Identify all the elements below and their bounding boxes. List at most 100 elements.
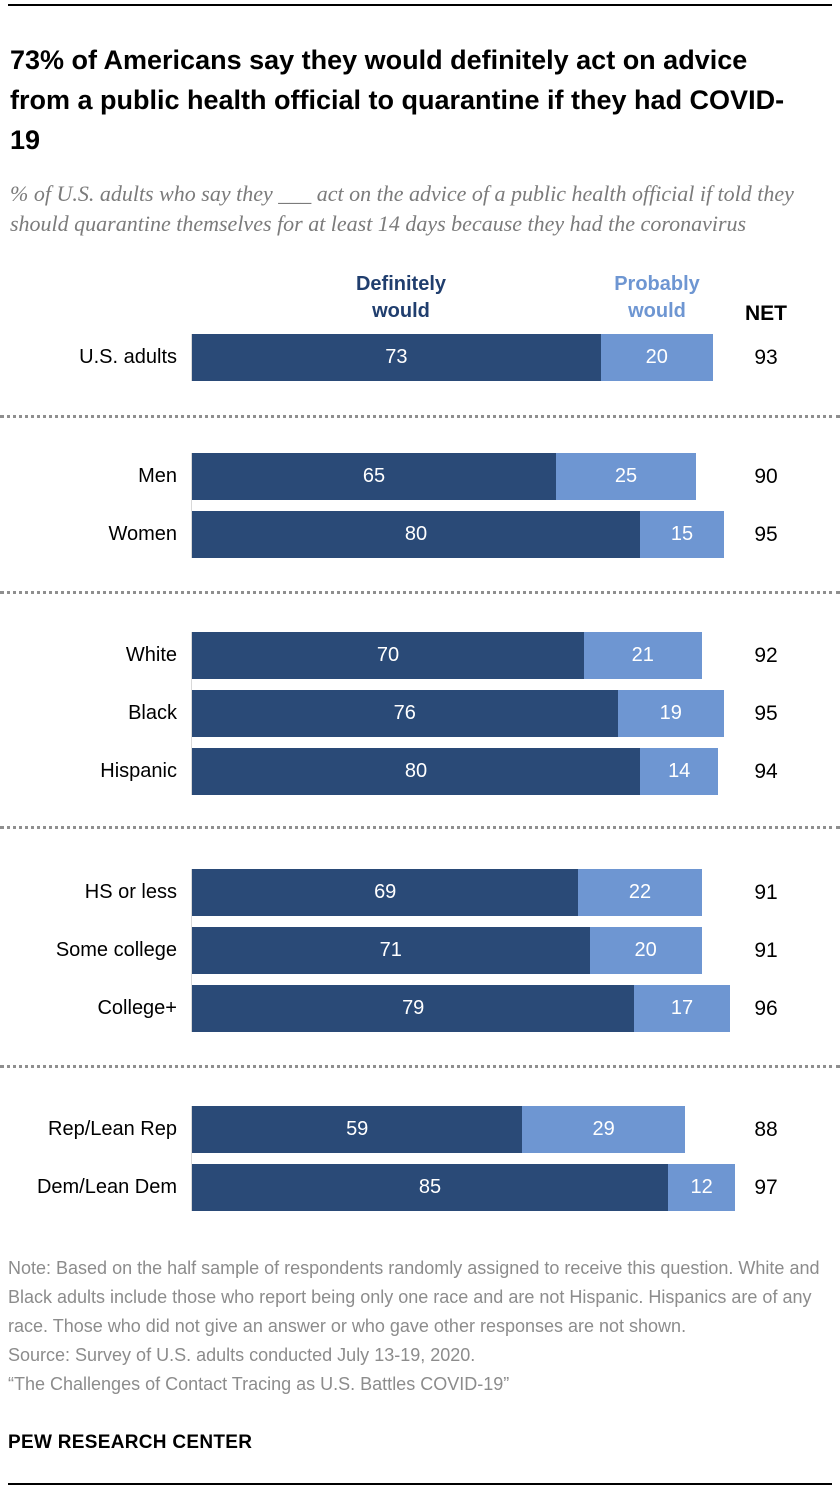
row-label: College+: [97, 997, 177, 1019]
bar-segment-definitely: 59: [192, 1106, 523, 1153]
bar-segment-probably: 20: [589, 927, 702, 974]
net-value: 90: [754, 465, 778, 488]
dotted-separator: [0, 1065, 840, 1068]
bar-value: 20: [645, 346, 668, 368]
row-label: Black: [128, 702, 177, 724]
pew-research-center-branding: PEW RESEARCH CENTER: [8, 1432, 253, 1453]
bar-track: 71 20: [192, 927, 702, 974]
bar-value: 69: [374, 881, 397, 903]
bar-value: 80: [404, 523, 428, 545]
bar-track: 85 12: [192, 1164, 736, 1211]
legend-definitely-would: Definitely would: [355, 273, 447, 322]
bar-row-men: Men 65 25 90: [0, 453, 840, 500]
net-value: 97: [754, 1176, 778, 1199]
bar-segment-definitely: 71: [192, 927, 590, 974]
bar-track: 65 25: [192, 453, 696, 500]
row-label: Some college: [55, 939, 177, 961]
chart-subtitle: % of U.S. adults who say they ___ act on…: [10, 181, 794, 236]
bar-value: 19: [659, 702, 682, 724]
net-column-header: NET: [745, 302, 787, 325]
row-label: Women: [108, 523, 177, 545]
net-value: 96: [754, 997, 778, 1020]
bar-segment-probably: 25: [556, 453, 696, 500]
row-label: Men: [138, 465, 177, 487]
bar-value: 17: [670, 997, 694, 1019]
bar-track: 73 20: [192, 334, 713, 381]
bar-segment-probably: 12: [668, 1164, 736, 1211]
footnotes: Note: Based on the half sample of respon…: [8, 1254, 836, 1399]
bar-value: 80: [404, 760, 428, 782]
bar-segment-definitely: 85: [192, 1164, 668, 1211]
bar-row-black: Black 76 19 95: [0, 690, 840, 737]
bar-segment-definitely: 73: [192, 334, 601, 381]
bar-track: 69 22: [192, 869, 702, 916]
bar-segment-definitely: 76: [192, 690, 618, 737]
bar-track: 76 19: [192, 690, 724, 737]
net-value: 88: [754, 1118, 778, 1141]
bar-value: 21: [631, 644, 654, 666]
bar-segment-definitely: 70: [192, 632, 584, 679]
bar-value: 65: [362, 465, 386, 487]
bar-value: 73: [385, 346, 408, 368]
net-value: 95: [754, 523, 778, 546]
bar-row-us-adults: U.S. adults 73 20 93: [0, 334, 840, 381]
bar-segment-probably: 15: [640, 511, 724, 558]
bar-value: 59: [346, 1118, 369, 1140]
row-label: Dem/Lean Dem: [36, 1176, 177, 1198]
net-value: 91: [754, 881, 778, 904]
bar-row-hispanic: Hispanic 80 14 94: [0, 748, 840, 795]
bar-value: 29: [592, 1118, 615, 1140]
bar-value: 14: [668, 760, 691, 782]
bar-value: 71: [379, 939, 402, 961]
bar-segment-probably: 17: [634, 985, 730, 1032]
bar-track: 59 29: [192, 1106, 685, 1153]
bar-value: 70: [376, 644, 400, 666]
bottom-rule: [8, 1483, 832, 1485]
bar-track: 80 14: [192, 748, 719, 795]
chart-title: 73% of Americans say they would definite…: [10, 45, 785, 156]
bar-value: 22: [628, 881, 652, 903]
bar-segment-definitely: 65: [192, 453, 556, 500]
note-text: Note: Based on the half sample of respon…: [8, 1258, 820, 1336]
net-value: 93: [754, 346, 778, 369]
bar-track: 79 17: [192, 985, 730, 1032]
row-label: White: [125, 644, 177, 666]
bar-value: 85: [418, 1176, 442, 1198]
bar-row-hs-or-less: HS or less 69 22 91: [0, 869, 840, 916]
section-us-adults: U.S. adults 73 20 93: [0, 334, 840, 381]
bar-row-some-college: Some college 71 20 91: [0, 927, 840, 974]
bar-value: 15: [670, 523, 694, 545]
row-label: Hispanic: [100, 760, 177, 782]
net-value: 92: [754, 644, 778, 667]
bar-value: 12: [690, 1176, 713, 1198]
bar-segment-probably: 29: [522, 1106, 685, 1153]
row-label: U.S. adults: [79, 346, 177, 368]
bar-value: 20: [634, 939, 657, 961]
bar-segment-probably: 20: [600, 334, 713, 381]
bar-value: 79: [402, 997, 425, 1019]
bar-segment-probably: 14: [640, 748, 719, 795]
bar-segment-definitely: 79: [192, 985, 635, 1032]
net-value: 95: [754, 702, 778, 725]
bar-row-white: White 70 21 92: [0, 632, 840, 679]
report-title-text: “The Challenges of Contact Tracing as U.…: [8, 1374, 510, 1394]
bar-value: 25: [614, 465, 638, 487]
row-label: HS or less: [84, 881, 177, 903]
legend-probably-would: Probably would: [614, 273, 700, 322]
top-rule: [8, 4, 832, 6]
bar-row-college-plus: College+ 79 17 96: [0, 985, 840, 1032]
bar-segment-probably: 21: [584, 632, 702, 679]
section-education: HS or less 69 22 91 Some college 71 20 9…: [0, 869, 840, 1032]
dotted-separator: [0, 591, 840, 594]
bar-track: 80 15: [192, 511, 724, 558]
bar-row-rep-lean-rep: Rep/Lean Rep 59 29 88: [0, 1106, 840, 1153]
section-race: White 70 21 92 Black 76 19 95 Hispanic 8…: [0, 632, 840, 795]
bar-segment-definitely: 80: [192, 748, 640, 795]
bar-row-dem-lean-dem: Dem/Lean Dem 85 12 97: [0, 1164, 840, 1211]
bar-track: 70 21: [192, 632, 702, 679]
source-text: Source: Survey of U.S. adults conducted …: [8, 1345, 476, 1365]
bar-row-women: Women 80 15 95: [0, 511, 840, 558]
bar-segment-definitely: 80: [192, 511, 640, 558]
bar-segment-probably: 22: [578, 869, 702, 916]
section-gender: Men 65 25 90 Women 80 15 95: [0, 453, 840, 558]
